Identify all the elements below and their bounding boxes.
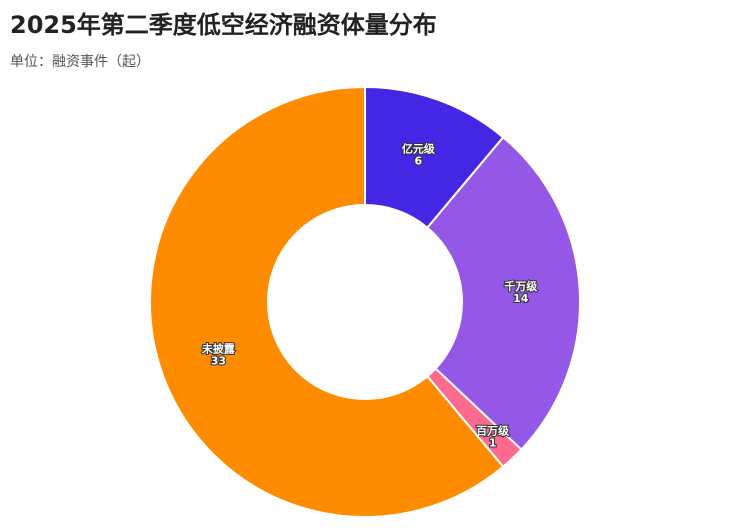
chart-title: 2025年第二季度低空经济融资体量分布 — [10, 11, 437, 39]
segment-value: 14 — [513, 292, 529, 305]
segment-label: 亿元级 — [402, 141, 436, 155]
donut-segment — [149, 85, 505, 518]
segment-label: 未披露 — [201, 341, 236, 355]
donut-segment — [425, 135, 581, 451]
segment-value: 1 — [489, 436, 497, 449]
segment-value: 6 — [415, 154, 423, 167]
chart-subtitle: 单位：融资事件（起） — [10, 54, 150, 70]
segment-label: 百万级 — [476, 423, 510, 437]
segment-value: 33 — [211, 354, 226, 367]
segment-label: 千万级 — [504, 279, 538, 293]
